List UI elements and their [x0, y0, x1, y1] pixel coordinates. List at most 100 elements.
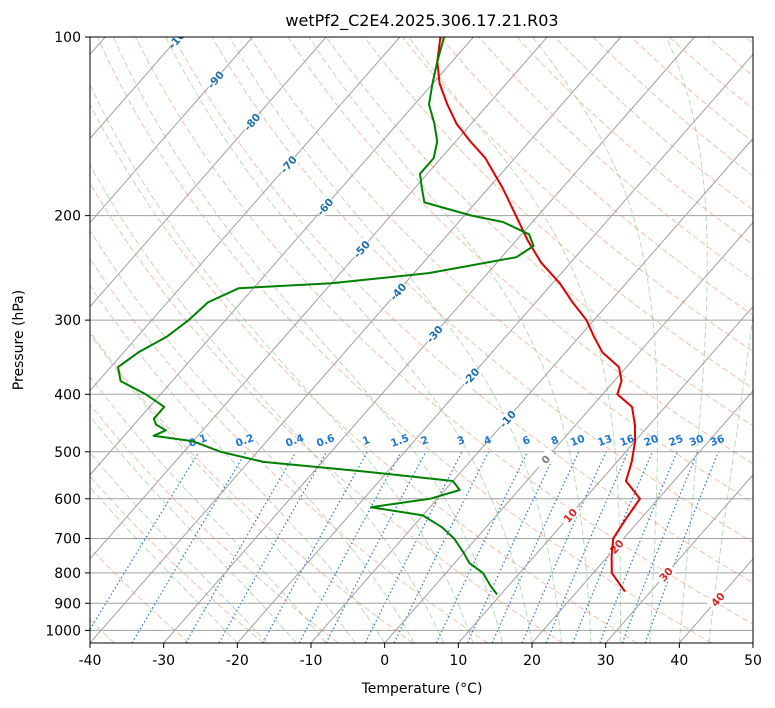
- moist-adiabat-line: [90, 333, 356, 643]
- sounding-series: [117, 37, 641, 596]
- isotherm-line: [605, 474, 753, 643]
- dry-adiabat-line: [90, 475, 264, 643]
- mixing-ratio-label: 16: [618, 433, 636, 449]
- mixing-ratio-line: [262, 451, 368, 643]
- mixing-ratio-label: 0.2: [234, 432, 256, 450]
- dry-adiabat-line: [90, 103, 638, 643]
- mixing-ratio-label: 30: [688, 433, 706, 449]
- mixing-ratio-label: 8: [550, 434, 561, 448]
- dewpoint-line: [117, 37, 535, 596]
- x-axis-ticks: -40 -30 -20 -10 0 10 20 30 40 50: [79, 643, 762, 669]
- mixing-ratio-line: [572, 451, 653, 643]
- y-tick-label: 300: [54, 313, 81, 329]
- moist-adiabat-line: [708, 312, 753, 643]
- isotherm-line: [90, 37, 401, 392]
- dry-adiabat-line: [325, 37, 753, 427]
- isotherm-line: [90, 37, 474, 476]
- mixing-ratio-line: [90, 451, 200, 631]
- mixing-ratio-line: [621, 451, 699, 643]
- mixing-ratio-label: 1.5: [389, 432, 411, 450]
- moist-adiabat-line: [90, 83, 474, 643]
- y-tick-label: 600: [54, 492, 81, 508]
- y-tick-label: 400: [54, 387, 81, 403]
- moist-adiabat-line: [165, 37, 533, 643]
- label-background: [386, 280, 409, 304]
- isotherm-line: [310, 137, 753, 643]
- dry-adiabat-line: [402, 37, 753, 353]
- isobar-grid: [90, 37, 753, 631]
- y-axis-label: Pressure (hPa): [11, 290, 27, 390]
- y-tick-label: 700: [54, 532, 81, 548]
- y-tick-label: 200: [54, 209, 81, 225]
- label-background: [559, 503, 582, 527]
- plot-area: -100-90-80-70-60-50-40-30-20-10010203040…: [90, 37, 753, 643]
- dry-adiabat-line: [90, 331, 414, 643]
- mixing-ratio-label: 0.6: [315, 432, 337, 450]
- isotherm-line: [531, 389, 753, 643]
- isotherm-line: [678, 558, 753, 643]
- mixing-ratio-line: [325, 451, 427, 643]
- label-background: [534, 447, 557, 471]
- mixing-ratio-label: 25: [667, 433, 685, 449]
- x-tick-label: 20: [523, 653, 541, 669]
- x-tick-label: -20: [226, 653, 249, 669]
- y-tick-label: 800: [54, 566, 81, 582]
- mixing-ratio-label: 6: [521, 434, 532, 448]
- y-tick-label: 500: [54, 445, 81, 461]
- isotherm-line: [90, 37, 548, 560]
- label-background: [350, 237, 373, 261]
- mixing-ratio-line: [393, 451, 490, 643]
- moist-adiabat-line: [308, 37, 592, 643]
- moist-adiabat-line: [90, 486, 238, 643]
- isotherm-line: [384, 221, 753, 643]
- mixing-ratio-label: 4: [482, 434, 493, 448]
- moist-adiabat-line: [90, 415, 297, 643]
- isotherm-line: [90, 37, 253, 224]
- x-tick-label: 10: [449, 653, 467, 669]
- mixing-ratio-label: 36: [708, 433, 726, 449]
- mixing-ratio-line: [298, 451, 402, 643]
- plot-frame: [89, 36, 754, 644]
- mixing-ratio-line: [644, 451, 719, 643]
- y-tick-label: 100: [54, 30, 81, 46]
- dry-adiabat-line: [249, 37, 753, 504]
- dry-adiabat-line: [90, 403, 339, 643]
- dry-adiabat-line: [90, 182, 563, 643]
- label-background: [277, 152, 300, 176]
- isotherm-line: [457, 305, 753, 643]
- mixing-ratio-label: 10: [569, 433, 587, 449]
- label-background: [459, 364, 482, 388]
- label-background: [204, 67, 227, 91]
- isotherm-line: [90, 37, 327, 308]
- isotherm-line: [752, 642, 753, 643]
- mixing-ratio-label: 2: [419, 434, 430, 448]
- dry-adiabat-line: [440, 37, 753, 316]
- mixing-ratio-lines: [90, 451, 719, 643]
- dry-adiabat-line: [745, 37, 753, 44]
- isotherm-line: [236, 53, 753, 643]
- dry-adiabat-line: [554, 37, 753, 211]
- moist-adiabat-line: [90, 376, 327, 643]
- mixing-ratio-line: [491, 451, 580, 643]
- x-tick-label: 0: [380, 653, 389, 669]
- dry-adiabat-line: [478, 37, 753, 281]
- mixing-ratio-label: 0.4: [284, 432, 306, 450]
- moist-adiabat-line: [90, 451, 268, 643]
- moist-adiabats: [90, 37, 753, 643]
- x-axis-label: Temperature (°C): [361, 681, 483, 697]
- temperature-line: [436, 37, 641, 593]
- x-tick-label: -10: [300, 653, 323, 669]
- dry-adiabat-line: [707, 37, 753, 77]
- chart-title: wetPf2_C2E4.2025.306.17.21.R03: [285, 11, 558, 31]
- label-background: [240, 110, 263, 134]
- mixing-ratio-label: 13: [596, 433, 614, 449]
- mixing-ratio-label: 3: [456, 434, 467, 448]
- dry-adiabat-line: [90, 257, 488, 643]
- label-background: [423, 322, 446, 346]
- y-axis-ticks: 100 200 300 400 500 600 700 800 900 1000: [45, 30, 90, 639]
- moist-adiabat-line: [90, 163, 445, 643]
- x-tick-label: -40: [79, 653, 102, 669]
- mixing-ratio-line: [599, 451, 678, 643]
- mixing-ratio-line: [218, 451, 328, 643]
